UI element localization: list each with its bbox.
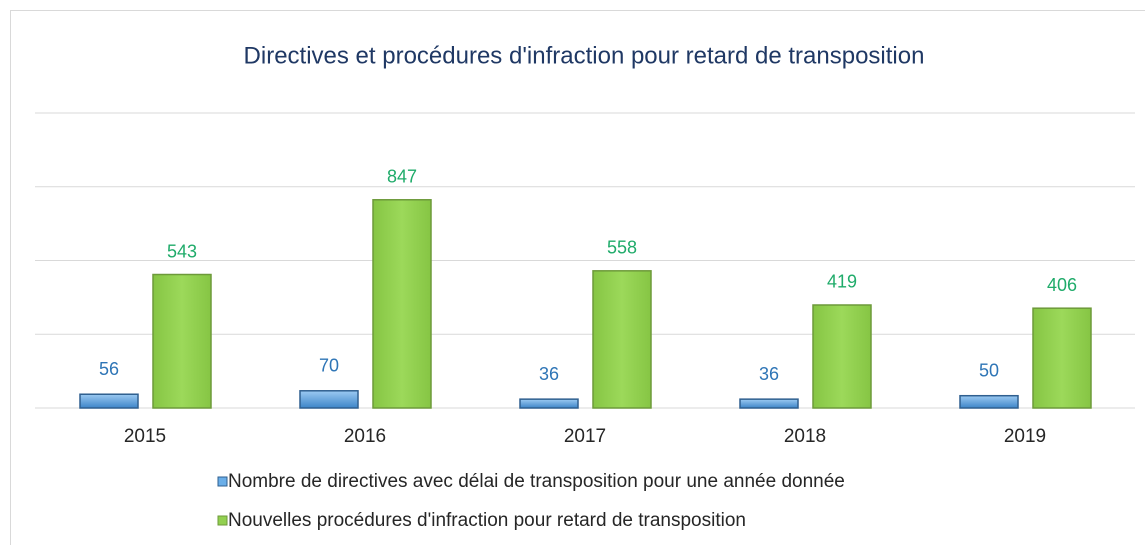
chart-title: Directives et procédures d'infraction po…	[244, 42, 925, 69]
legend-swatch	[217, 515, 228, 526]
bar	[372, 199, 432, 409]
legend-swatch	[217, 476, 228, 487]
bar	[1032, 307, 1092, 409]
x-tick-label: 2017	[564, 426, 606, 447]
data-label: 50	[979, 360, 999, 380]
data-label: 56	[99, 359, 119, 379]
data-label: 419	[827, 272, 857, 292]
bar	[812, 304, 872, 409]
bar	[152, 273, 212, 409]
data-label: 36	[539, 364, 559, 384]
bar	[739, 398, 799, 409]
bar	[299, 390, 359, 409]
bar	[592, 270, 652, 409]
data-label: 558	[607, 238, 637, 258]
legend-label: Nouvelles procédures d'infraction pour r…	[228, 510, 746, 531]
data-label: 36	[759, 364, 779, 384]
bar	[79, 393, 139, 409]
data-label: 847	[387, 167, 417, 187]
x-tick-label: 2015	[124, 426, 166, 447]
data-label: 70	[319, 356, 339, 376]
x-tick-label: 2016	[344, 426, 386, 447]
bar	[519, 398, 579, 409]
bar	[959, 394, 1019, 409]
data-label: 406	[1047, 275, 1077, 295]
legend-label: Nombre de directives avec délai de trans…	[228, 471, 845, 492]
x-tick-label: 2019	[1004, 426, 1046, 447]
data-label: 543	[167, 241, 197, 261]
x-tick-label: 2018	[784, 426, 826, 447]
